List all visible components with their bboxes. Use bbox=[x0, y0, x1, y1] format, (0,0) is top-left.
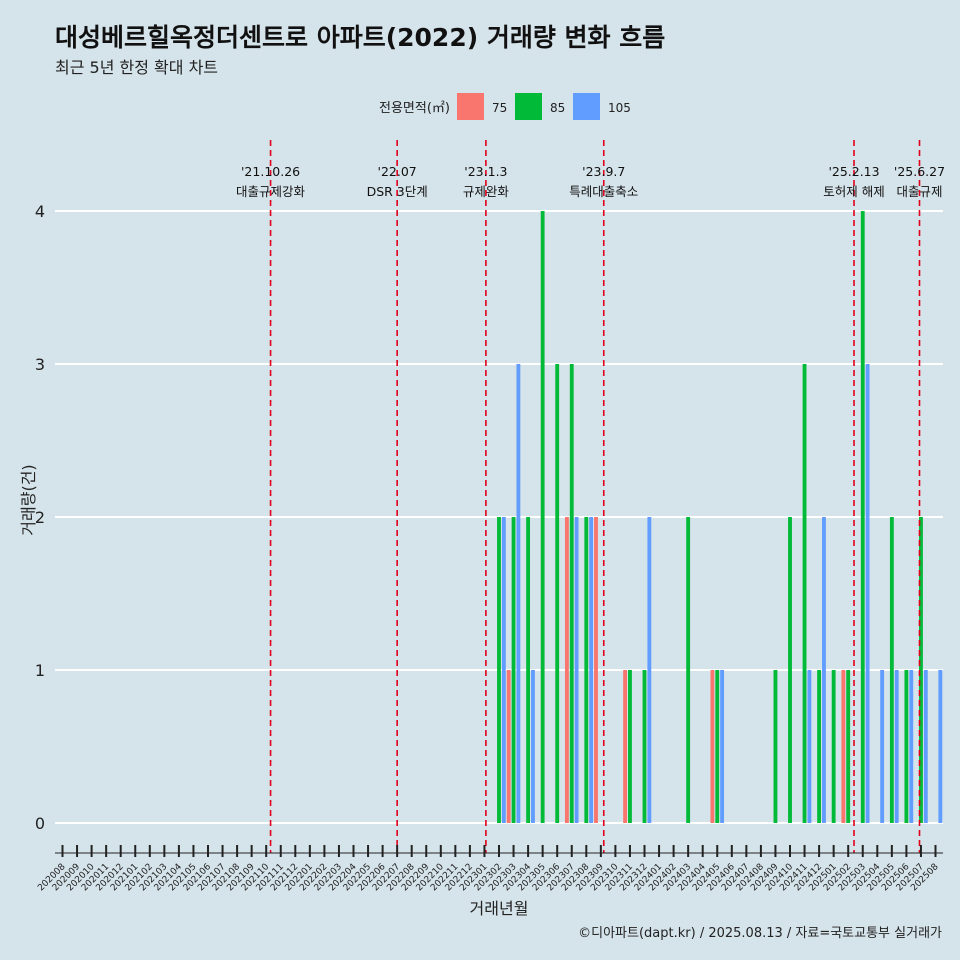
event-label: 규제완화 bbox=[463, 184, 510, 199]
y-axis-title: 거래량(건) bbox=[19, 464, 38, 535]
bar-85-202405 bbox=[715, 670, 720, 823]
bar-85-202304 bbox=[526, 517, 531, 823]
event-label: 대출규제강화 bbox=[236, 184, 306, 199]
legend-title: 전용면적(㎡) bbox=[379, 101, 450, 116]
y-tick-label: 0 bbox=[35, 814, 45, 833]
bar-105-202503 bbox=[865, 364, 870, 823]
bar-85-202303 bbox=[511, 517, 516, 823]
legend-swatch-85 bbox=[515, 93, 542, 120]
bar-105-202504 bbox=[880, 670, 885, 823]
event-date: '25.2.13 bbox=[828, 164, 879, 179]
x-axis-title: 거래년월 bbox=[470, 899, 529, 918]
y-tick-label: 3 bbox=[35, 355, 45, 374]
bar-105-202411 bbox=[807, 670, 812, 823]
event-date: '22.07 bbox=[378, 164, 417, 179]
legend-swatch-105 bbox=[573, 93, 600, 120]
event-date: '23.9.7 bbox=[582, 164, 625, 179]
event-date: '23.1.3 bbox=[464, 164, 507, 179]
legend-label: 75 bbox=[492, 101, 507, 115]
bar-105-202412 bbox=[822, 517, 826, 823]
event-label: DSR 3단계 bbox=[367, 184, 428, 199]
bar-105-202304 bbox=[531, 670, 535, 823]
bar-85-202506 bbox=[904, 670, 909, 823]
bar-85-202411 bbox=[802, 364, 807, 823]
bar-85-202409 bbox=[773, 670, 778, 823]
bars bbox=[497, 211, 943, 823]
bar-105-202505 bbox=[894, 670, 899, 823]
policy-event-lines: '21.10.26 대출규제강화 '22.07 DSR 3단계 '23.1.3 규제완화 '… bbox=[236, 140, 945, 853]
bar-85-202305 bbox=[540, 211, 545, 823]
bar-85-202403 bbox=[686, 517, 691, 823]
source-caption: ©디아파트(dapt.kr) / 2025.08.13 / 자료=국토교통부 실… bbox=[578, 926, 942, 941]
bar-85-202410 bbox=[788, 517, 792, 823]
event-label: 대출규제 bbox=[896, 184, 942, 199]
bar-105-202405 bbox=[720, 670, 725, 823]
bar-85-202311 bbox=[628, 670, 632, 823]
bar-75-202303 bbox=[506, 670, 511, 823]
bar-85-202312 bbox=[642, 670, 647, 823]
bar-85-202412 bbox=[817, 670, 822, 823]
bar-105-202312 bbox=[647, 517, 652, 823]
event-label: 토허제 해제 bbox=[823, 184, 884, 199]
bar-105-202507 bbox=[923, 670, 928, 823]
bar-105-202508 bbox=[938, 670, 943, 823]
bar-85-202302 bbox=[497, 517, 501, 823]
y-tick-label: 2 bbox=[35, 508, 45, 527]
y-tick-label: 1 bbox=[35, 661, 45, 680]
bar-85-202502 bbox=[846, 670, 851, 823]
bar-105-202506 bbox=[909, 670, 914, 823]
bar-85-202308 bbox=[584, 517, 589, 823]
chart-title: 대성베르힐옥정더센트로 아파트(2022) 거래량 변화 흐름 bbox=[55, 23, 666, 52]
legend-label: 85 bbox=[550, 101, 565, 115]
bar-75-202502 bbox=[841, 670, 846, 823]
bar-75-202309 bbox=[594, 517, 598, 823]
event-date: '25.6.27 bbox=[894, 164, 945, 179]
legend-swatch-75 bbox=[457, 93, 484, 120]
chart-subtitle: 최근 5년 한정 확대 차트 bbox=[55, 58, 219, 77]
event-date: '21.10.26 bbox=[241, 164, 300, 179]
bar-105-202307 bbox=[574, 517, 579, 823]
bar-85-202505 bbox=[889, 517, 894, 823]
bar-85-202503 bbox=[860, 211, 865, 823]
legend-label: 105 bbox=[608, 101, 631, 115]
bar-75-202405 bbox=[710, 670, 715, 823]
bar-105-202303 bbox=[516, 364, 521, 823]
legend: 전용면적(㎡) 75 85 105 bbox=[379, 93, 631, 120]
bar-85-202507 bbox=[919, 517, 923, 823]
bar-85-202307 bbox=[569, 364, 574, 823]
event-label: 특례대출축소 bbox=[569, 184, 638, 199]
bar-85-202306 bbox=[555, 364, 560, 823]
bar-75-202311 bbox=[623, 670, 628, 823]
bar-105-202308 bbox=[589, 517, 594, 823]
bar-75-202307 bbox=[564, 517, 569, 823]
bar-85-202501 bbox=[831, 670, 836, 823]
y-tick-label: 4 bbox=[35, 202, 45, 221]
bar-105-202302 bbox=[501, 517, 506, 823]
